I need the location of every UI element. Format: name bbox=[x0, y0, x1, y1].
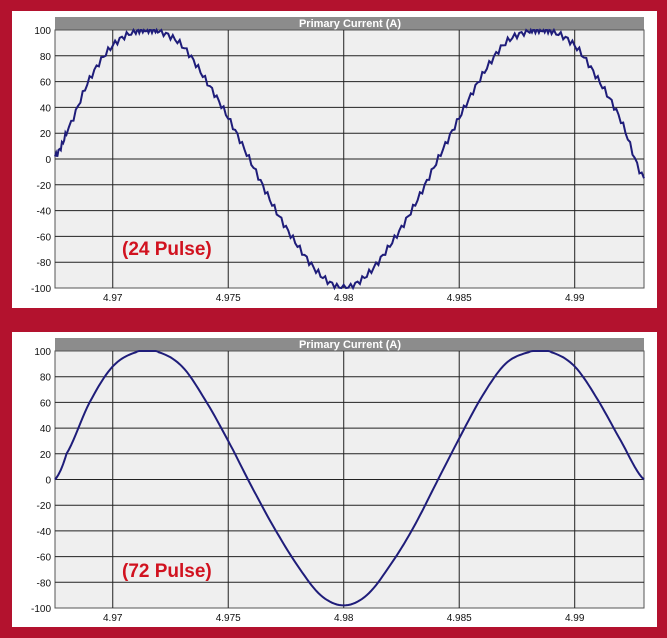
chart-title: Primary Current (A) bbox=[299, 18, 401, 30]
y-tick-label: 0 bbox=[45, 476, 51, 487]
plot-area bbox=[54, 350, 645, 609]
y-tick-label: 60 bbox=[40, 398, 52, 409]
y-tick-label: 40 bbox=[40, 103, 52, 114]
y-tick-label: 80 bbox=[40, 373, 52, 384]
y-tick-label: 100 bbox=[34, 26, 51, 37]
y-tick-label: 100 bbox=[34, 347, 51, 358]
x-tick-label: 4.99 bbox=[565, 293, 585, 304]
x-tick-label: 4.97 bbox=[103, 293, 123, 304]
chart-panel-72-pulse: Primary Current (A) 100 80 60 40 20 0 -20 -40 -6… bbox=[12, 332, 657, 627]
y-tick-label: -20 bbox=[37, 181, 52, 192]
x-tick-label: 4.98 bbox=[334, 293, 354, 304]
plot-area bbox=[54, 27, 645, 291]
x-tick-label: 4.975 bbox=[216, 293, 241, 304]
chart-panel-24-pulse: Primary Current (A) 100 80 60 40 20 0 -20 -40 -6… bbox=[12, 11, 657, 308]
x-tick-label: 4.99 bbox=[565, 613, 585, 624]
y-tick-label: 0 bbox=[45, 155, 51, 166]
y-tick-label: -60 bbox=[37, 553, 52, 564]
y-tick-label: -80 bbox=[37, 578, 52, 589]
x-tick-label: 4.97 bbox=[103, 613, 123, 624]
y-tick-label: 60 bbox=[40, 78, 52, 89]
y-tick-label: -40 bbox=[37, 527, 52, 538]
series-line bbox=[54, 350, 645, 607]
title-bar bbox=[55, 338, 644, 351]
x-tick-label: 4.975 bbox=[216, 613, 241, 624]
y-tick-label: -100 bbox=[31, 284, 51, 295]
x-tick-label: 4.985 bbox=[447, 613, 472, 624]
chart-title: Primary Current (A) bbox=[299, 339, 401, 351]
title-bar bbox=[55, 17, 644, 30]
series-line bbox=[54, 27, 645, 291]
x-tick-label: 4.985 bbox=[447, 293, 472, 304]
y-tick-label: 80 bbox=[40, 52, 52, 63]
y-tick-label: -40 bbox=[37, 207, 52, 218]
y-tick-label: -100 bbox=[31, 604, 51, 615]
y-tick-label: -60 bbox=[37, 232, 52, 243]
y-tick-label: 20 bbox=[40, 450, 52, 461]
y-tick-label: -80 bbox=[37, 258, 52, 269]
x-tick-label: 4.98 bbox=[334, 613, 354, 624]
y-tick-label: -20 bbox=[37, 501, 52, 512]
pulse-annotation: (72 Pulse) bbox=[122, 561, 212, 582]
y-tick-label: 40 bbox=[40, 424, 52, 435]
pulse-annotation: (24 Pulse) bbox=[122, 239, 212, 260]
y-tick-label: 20 bbox=[40, 129, 52, 140]
